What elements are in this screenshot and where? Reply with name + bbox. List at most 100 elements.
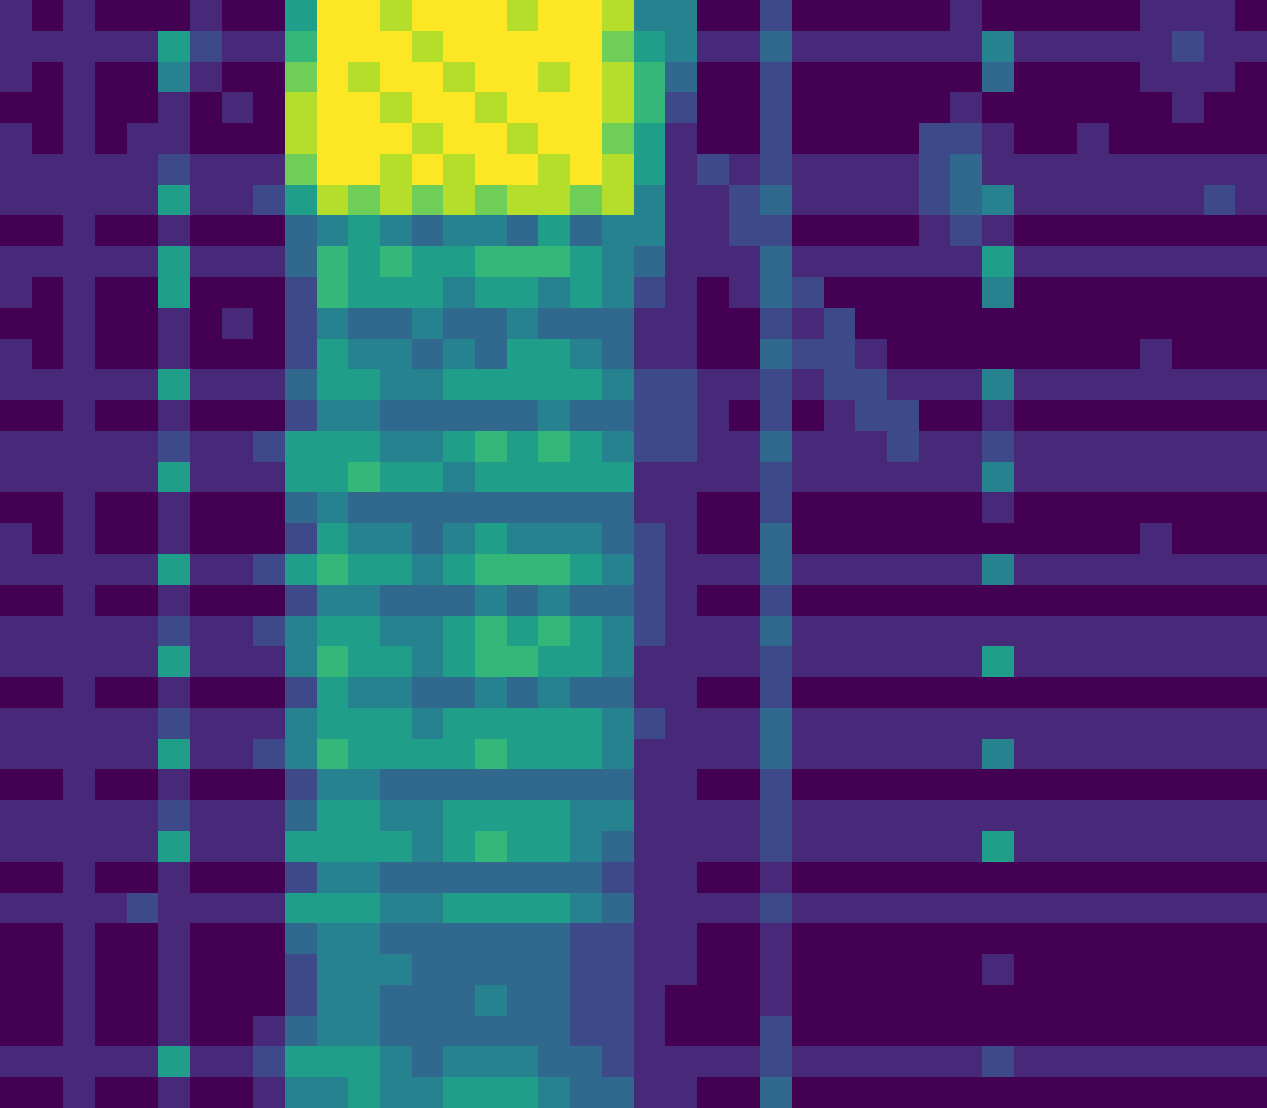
heatmap-cell bbox=[285, 739, 317, 770]
heatmap-cell bbox=[729, 1077, 761, 1108]
heatmap-cell bbox=[950, 616, 982, 647]
heatmap-cell bbox=[634, 923, 666, 954]
heatmap-cell bbox=[950, 492, 982, 523]
heatmap-cell bbox=[1077, 1077, 1109, 1108]
heatmap-cell bbox=[380, 985, 412, 1016]
heatmap-cell bbox=[1140, 800, 1172, 831]
heatmap-cell bbox=[950, 92, 982, 123]
heatmap-cell bbox=[507, 708, 539, 739]
heatmap-cell bbox=[855, 92, 887, 123]
heatmap-cell bbox=[919, 1077, 951, 1108]
heatmap-cell bbox=[190, 123, 222, 154]
heatmap-cell bbox=[222, 339, 254, 370]
heatmap-cell bbox=[665, 554, 697, 585]
heatmap-cell bbox=[380, 1016, 412, 1047]
heatmap-cell bbox=[190, 246, 222, 277]
heatmap-cell bbox=[348, 1077, 380, 1108]
heatmap-cell bbox=[32, 985, 64, 1016]
heatmap-cell bbox=[855, 646, 887, 677]
heatmap-cell bbox=[158, 708, 190, 739]
heatmap-cell bbox=[1014, 1046, 1046, 1077]
heatmap-cell bbox=[443, 369, 475, 400]
heatmap-cell bbox=[602, 646, 634, 677]
heatmap-cell bbox=[1172, 31, 1204, 62]
heatmap-cell bbox=[317, 462, 349, 493]
heatmap-cell bbox=[222, 893, 254, 924]
heatmap-cell bbox=[507, 431, 539, 462]
heatmap-cell bbox=[982, 277, 1014, 308]
heatmap-cell bbox=[855, 677, 887, 708]
heatmap-cell bbox=[538, 800, 570, 831]
heatmap-cell bbox=[222, 123, 254, 154]
heatmap-cell bbox=[697, 462, 729, 493]
heatmap-cell bbox=[32, 431, 64, 462]
heatmap-cell bbox=[760, 954, 792, 985]
heatmap-cell bbox=[1235, 462, 1267, 493]
heatmap-cell bbox=[570, 585, 602, 616]
heatmap-cell bbox=[1235, 985, 1267, 1016]
heatmap-cell bbox=[285, 1077, 317, 1108]
heatmap-cell bbox=[1140, 646, 1172, 677]
heatmap-cell bbox=[602, 492, 634, 523]
heatmap-cell bbox=[475, 246, 507, 277]
heatmap-cell bbox=[1014, 800, 1046, 831]
heatmap-cell bbox=[285, 708, 317, 739]
heatmap-cell bbox=[538, 646, 570, 677]
heatmap-cell bbox=[63, 492, 95, 523]
heatmap-cell bbox=[729, 246, 761, 277]
heatmap-cell bbox=[507, 769, 539, 800]
heatmap-cell bbox=[1045, 185, 1077, 216]
heatmap-cell bbox=[1109, 708, 1141, 739]
heatmap-cell bbox=[792, 369, 824, 400]
heatmap-cell bbox=[792, 739, 824, 770]
heatmap-cell bbox=[443, 185, 475, 216]
heatmap-cell bbox=[1077, 277, 1109, 308]
heatmap-cell bbox=[538, 616, 570, 647]
heatmap-cell bbox=[697, 585, 729, 616]
heatmap-cell bbox=[95, 677, 127, 708]
heatmap-cell bbox=[729, 646, 761, 677]
heatmap-cell bbox=[1140, 677, 1172, 708]
heatmap-cell bbox=[1045, 277, 1077, 308]
heatmap-cell bbox=[602, 1046, 634, 1077]
heatmap-cell bbox=[475, 123, 507, 154]
heatmap-cell bbox=[32, 523, 64, 554]
heatmap-cell bbox=[317, 1077, 349, 1108]
heatmap-cell bbox=[1235, 246, 1267, 277]
heatmap-cell bbox=[1140, 1077, 1172, 1108]
heatmap-cell bbox=[253, 585, 285, 616]
heatmap-cell bbox=[792, 954, 824, 985]
heatmap-cell bbox=[475, 523, 507, 554]
heatmap-cell bbox=[127, 739, 159, 770]
heatmap-cell bbox=[1014, 185, 1046, 216]
heatmap-cell bbox=[824, 277, 856, 308]
heatmap-cell bbox=[317, 923, 349, 954]
heatmap-cell bbox=[190, 0, 222, 31]
heatmap-cell bbox=[380, 554, 412, 585]
heatmap-cell bbox=[1172, 154, 1204, 185]
heatmap-cell bbox=[317, 862, 349, 893]
heatmap-cell bbox=[380, 462, 412, 493]
heatmap-cell bbox=[1140, 1016, 1172, 1047]
heatmap-cell bbox=[602, 185, 634, 216]
heatmap-cell bbox=[412, 862, 444, 893]
heatmap-cell bbox=[412, 554, 444, 585]
heatmap-cell bbox=[63, 369, 95, 400]
heatmap-cell bbox=[253, 739, 285, 770]
heatmap-cell bbox=[1109, 123, 1141, 154]
heatmap-cell bbox=[982, 492, 1014, 523]
heatmap-cell bbox=[634, 431, 666, 462]
heatmap-cell bbox=[1204, 462, 1236, 493]
heatmap-cell bbox=[95, 800, 127, 831]
heatmap-cell bbox=[32, 616, 64, 647]
heatmap-cell bbox=[1077, 616, 1109, 647]
heatmap-cell bbox=[412, 677, 444, 708]
heatmap-cell bbox=[0, 1046, 32, 1077]
heatmap-cell bbox=[380, 123, 412, 154]
heatmap-cell bbox=[792, 1016, 824, 1047]
heatmap-cell bbox=[317, 800, 349, 831]
heatmap-cell bbox=[1235, 769, 1267, 800]
heatmap-cell bbox=[190, 62, 222, 93]
heatmap-cell bbox=[602, 800, 634, 831]
heatmap-cell bbox=[285, 246, 317, 277]
